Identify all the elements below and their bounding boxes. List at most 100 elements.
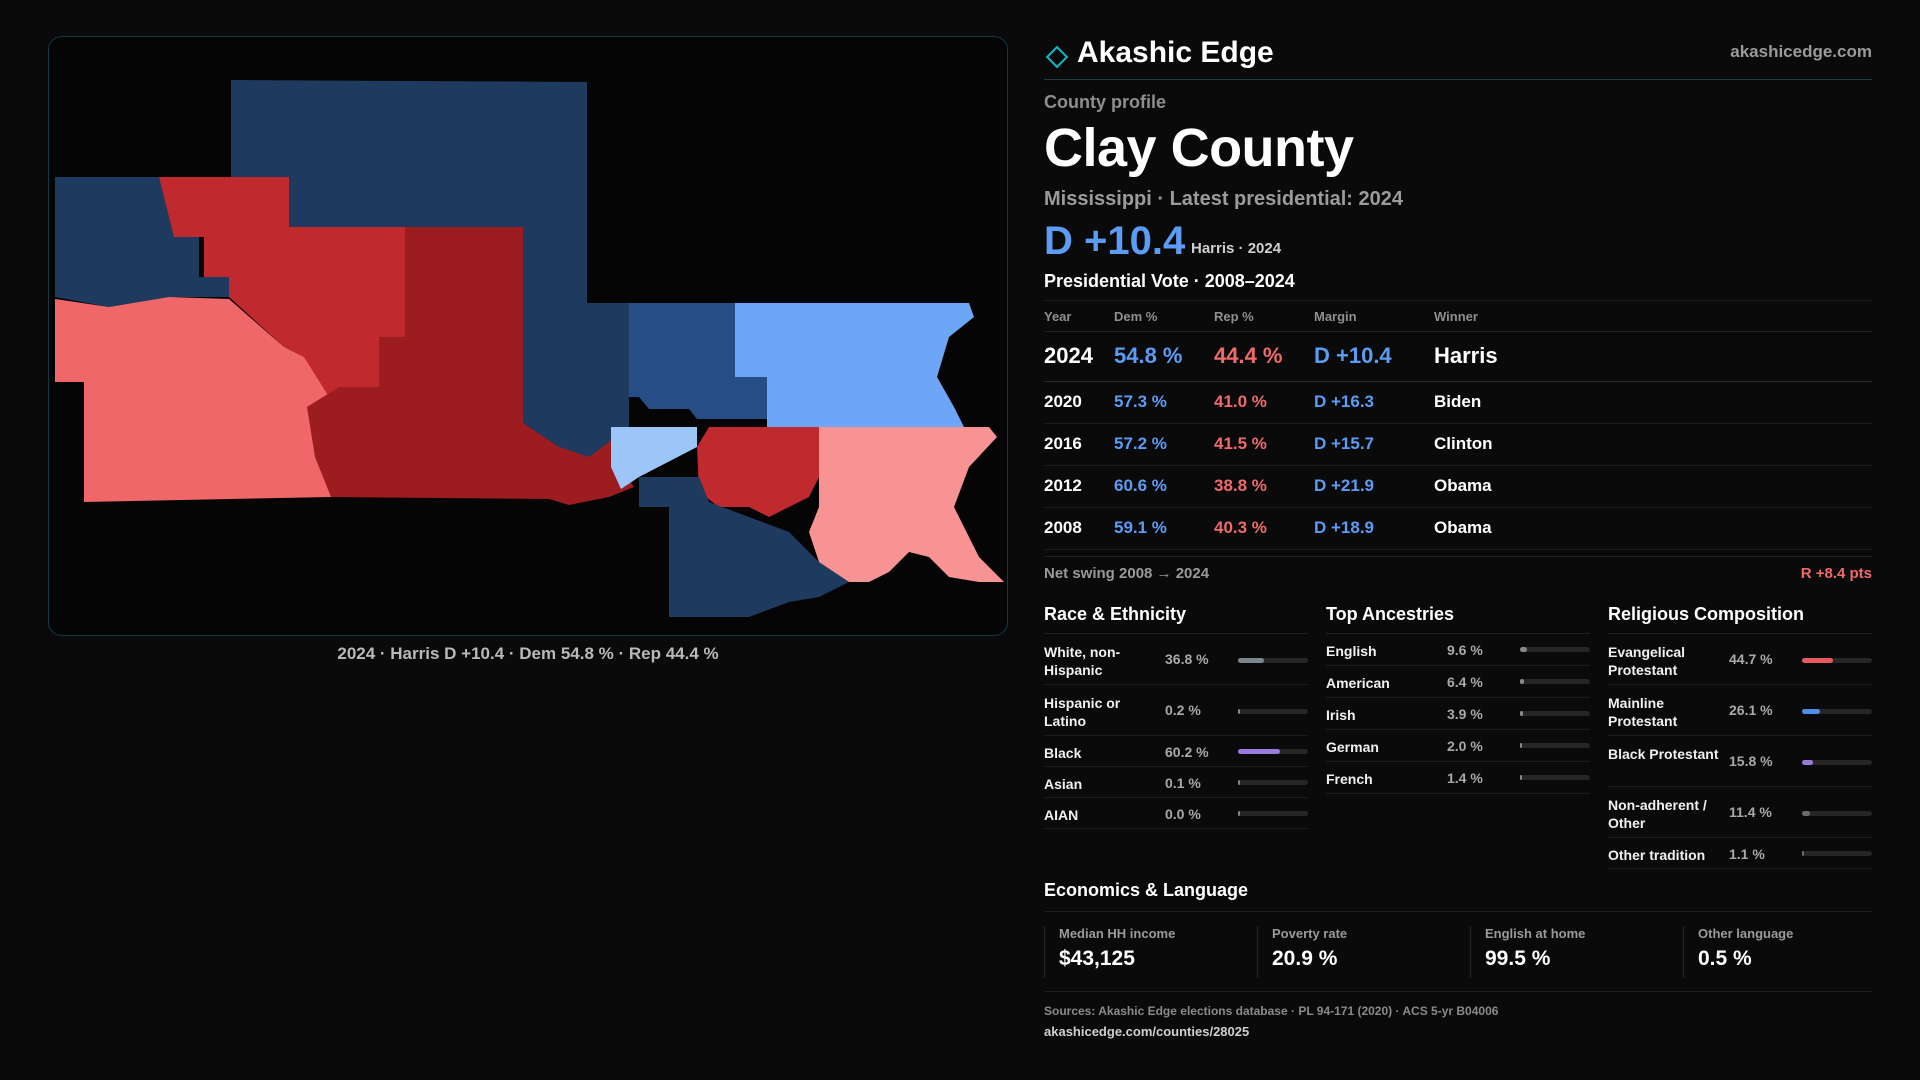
county-link[interactable]: akashicedge.com/counties/28025 — [1044, 1024, 1250, 1039]
precinct-west[interactable] — [55, 297, 359, 502]
row-dem: 59.1 % — [1114, 507, 1214, 550]
precinct-city[interactable] — [611, 427, 697, 489]
item-bar-fill — [1520, 711, 1523, 716]
net-swing-value: R +8.4 pts — [1800, 564, 1872, 582]
item-bar-fill — [1802, 851, 1804, 856]
econ-label: Other language — [1698, 926, 1794, 941]
item-percent: 15.8 % — [1729, 753, 1773, 769]
sources-text: Sources: Akashic Edge elections database… — [1044, 1004, 1499, 1018]
list-item: Hispanic or Latino 0.2 % — [1044, 685, 1308, 736]
list-item: Asian 0.1 % — [1044, 767, 1308, 798]
list-item: American 6.4 % — [1326, 666, 1590, 698]
precinct-south-center[interactable] — [697, 427, 819, 517]
item-bar-fill — [1802, 760, 1813, 765]
precinct-east[interactable] — [735, 303, 974, 427]
col-dem: Dem % — [1114, 301, 1214, 332]
item-percent: 1.4 % — [1447, 770, 1483, 786]
item-percent: 0.1 % — [1165, 775, 1201, 791]
item-bar-fill — [1802, 709, 1820, 714]
row-margin: D +16.3 — [1314, 381, 1434, 424]
item-bar-track — [1238, 811, 1308, 816]
econ-value: 0.5 % — [1698, 947, 1752, 970]
row-margin: D +18.9 — [1314, 507, 1434, 550]
list-item: English 9.6 % — [1326, 634, 1590, 666]
row-rep: 44.4 % — [1214, 331, 1314, 382]
precinct-south[interactable] — [639, 477, 849, 617]
headline-margin-value: D +10.4 — [1044, 219, 1186, 264]
race-ethnicity-section: Race & Ethnicity White, non-Hispanic 36.8… — [1044, 602, 1308, 829]
item-name: Other tradition — [1608, 847, 1706, 863]
brand-header: Akashic Edge akashicedge.com — [1044, 30, 1872, 80]
econ-value: 99.5 % — [1485, 947, 1551, 970]
table-row: 2012 60.6 % 38.8 % D +21.9 Obama — [1044, 465, 1872, 508]
list-item: Evangelical Protestant 44.7 % — [1608, 634, 1872, 685]
brand-url-link[interactable]: akashicedge.com — [1730, 42, 1872, 61]
row-year: 2024 — [1044, 331, 1114, 382]
net-swing: Net swing 2008 → 2024 R +8.4 pts — [1044, 555, 1872, 586]
item-bar-fill — [1238, 749, 1280, 754]
econ-label: Median HH income — [1059, 926, 1176, 941]
county-map-panel — [48, 36, 1008, 636]
item-name: Hispanic or Latino — [1044, 695, 1121, 729]
row-winner: Clinton — [1434, 423, 1872, 466]
item-bar-fill — [1520, 679, 1524, 684]
economics-section: Economics & Language Median HH income $4… — [1044, 880, 1872, 992]
econ-label: English at home — [1485, 926, 1586, 941]
profile-subtitle: Mississippi · Latest presidential: 2024 — [1044, 188, 1404, 211]
item-name: Black — [1044, 745, 1082, 761]
list-item: German 2.0 % — [1326, 730, 1590, 762]
item-percent: 3.9 % — [1447, 706, 1483, 722]
row-margin: D +21.9 — [1314, 465, 1434, 508]
item-percent: 9.6 % — [1447, 642, 1483, 658]
vote-history-table: Year Dem % Rep % Margin Winner 2024 54.8… — [1044, 301, 1872, 550]
precinct-mid-blue[interactable] — [629, 303, 767, 419]
map-caption: 2024 · Harris D +10.4 · Dem 54.8 % · Rep… — [337, 644, 719, 663]
item-bar-fill — [1238, 709, 1240, 714]
row-dem: 60.6 % — [1114, 465, 1214, 508]
precinct-northwest[interactable] — [55, 177, 229, 307]
list-item: White, non-Hispanic 36.8 % — [1044, 634, 1308, 685]
precinct-north[interactable] — [231, 80, 587, 303]
row-rep: 40.3 % — [1214, 507, 1314, 550]
ancestry-list: English 9.6 % American 6.4 % Irish 3.9 % Germa… — [1326, 634, 1590, 794]
row-margin: D +10.4 — [1314, 331, 1434, 382]
row-year: 2012 — [1044, 465, 1114, 508]
item-bar-track — [1238, 658, 1308, 663]
econ-cell-poverty: Poverty rate 20.9 % — [1257, 926, 1469, 978]
row-year: 2020 — [1044, 381, 1114, 424]
race-title: Race & Ethnicity — [1044, 602, 1308, 634]
list-item: French 1.4 % — [1326, 762, 1590, 794]
econ-label: Poverty rate — [1272, 926, 1348, 941]
row-dem: 57.3 % — [1114, 381, 1214, 424]
precinct-map[interactable] — [49, 37, 1008, 636]
econ-cell-english: English at home 99.5 % — [1470, 926, 1682, 978]
item-bar-track — [1802, 811, 1872, 816]
table-row: 2020 57.3 % 41.0 % D +16.3 Biden — [1044, 381, 1872, 424]
net-swing-label: Net swing 2008 → 2024 — [1044, 564, 1210, 582]
item-bar-track — [1802, 851, 1872, 856]
table-row: 2024 54.8 % 44.4 % D +10.4 Harris — [1044, 331, 1872, 382]
row-rep: 38.8 % — [1214, 465, 1314, 508]
item-name: American — [1326, 675, 1390, 691]
list-item: Irish 3.9 % — [1326, 698, 1590, 730]
item-name: Non-adherent / Other — [1608, 797, 1707, 831]
item-percent: 11.4 % — [1729, 804, 1772, 820]
religion-title: Religious Composition — [1608, 602, 1872, 634]
item-bar-fill — [1520, 647, 1527, 652]
item-name: English — [1326, 643, 1377, 659]
headline-margin-note: Harris · 2024 — [1191, 240, 1282, 258]
item-percent: 0.0 % — [1165, 806, 1201, 822]
row-year: 2008 — [1044, 507, 1114, 550]
item-name: Evangelical Protestant — [1608, 644, 1686, 678]
item-bar-track — [1802, 658, 1872, 663]
table-header-row: Year Dem % Rep % Margin Winner — [1044, 301, 1872, 332]
row-year: 2016 — [1044, 423, 1114, 466]
list-item: AIAN 0.0 % — [1044, 798, 1308, 829]
precinct-center-east[interactable] — [523, 227, 629, 457]
item-bar-fill — [1802, 811, 1810, 816]
headline-margin: D +10.4 Harris · 2024 — [1044, 219, 1872, 267]
col-margin: Margin — [1314, 301, 1434, 332]
item-percent: 44.7 % — [1729, 651, 1773, 667]
precinct-southeast[interactable] — [809, 427, 1004, 582]
diamond-logo-icon — [1045, 45, 1069, 69]
